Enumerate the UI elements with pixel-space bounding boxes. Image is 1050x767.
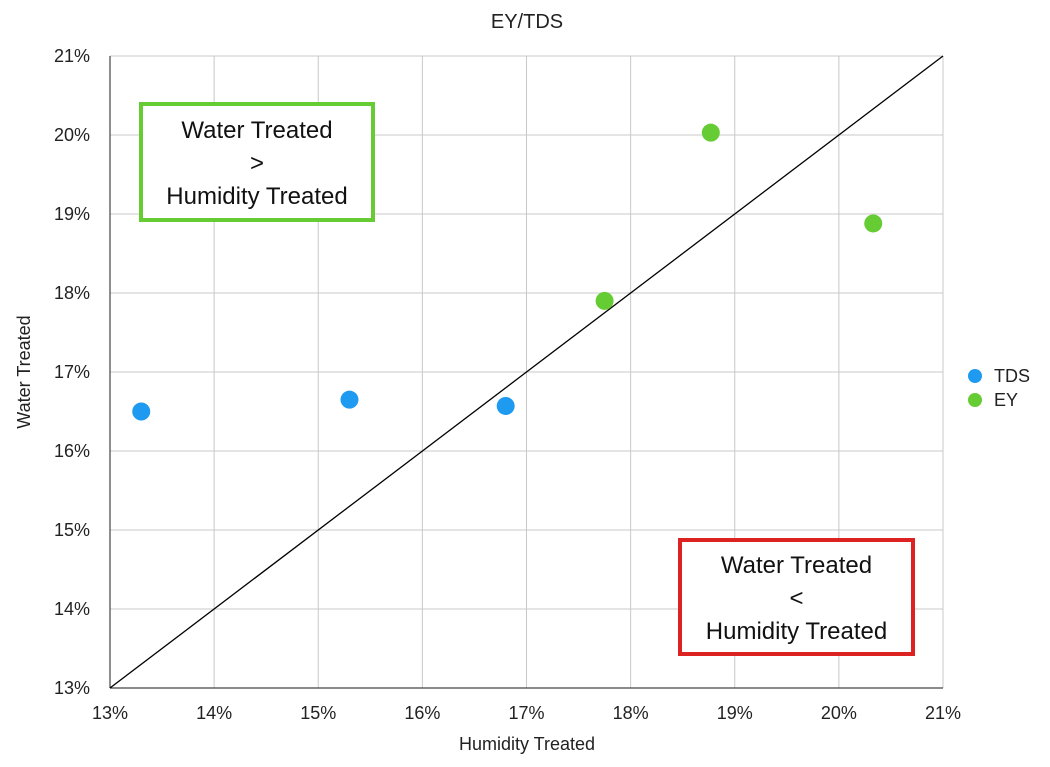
chart-title: EY/TDS	[491, 11, 563, 33]
annotation-upper: Water Treated > Humidity Treated	[139, 102, 375, 222]
annotation-box	[678, 538, 915, 656]
legend-label-ey: EY	[994, 390, 1018, 410]
data-point-ey	[864, 214, 883, 233]
y-tick-labels: 13% 14% 15% 16% 17% 18% 19% 20% 21%	[54, 46, 90, 698]
y-axis-label: Water Treated	[14, 315, 34, 428]
identity-line	[109, 55, 944, 689]
data-point-tds	[132, 402, 151, 421]
x-tick-label: 19%	[717, 703, 753, 723]
legend-marker-ey	[968, 393, 982, 407]
y-tick-label: 13%	[54, 678, 90, 698]
y-tick-label: 20%	[54, 125, 90, 145]
x-tick-label: 14%	[196, 703, 232, 723]
y-tick-label: 18%	[54, 283, 90, 303]
x-tick-label: 18%	[613, 703, 649, 723]
legend-label-tds: TDS	[994, 366, 1030, 386]
x-tick-label: 16%	[404, 703, 440, 723]
data-points	[132, 123, 883, 421]
annotation-text: Water Treated	[181, 117, 332, 144]
y-tick-label: 19%	[54, 204, 90, 224]
x-tick-labels: 13% 14% 15% 16% 17% 18% 19% 20% 21%	[92, 703, 961, 723]
annotation-text: <	[789, 585, 803, 612]
annotation-text: Humidity Treated	[166, 183, 347, 210]
data-point-tds	[496, 396, 515, 415]
annotation-box	[139, 102, 375, 222]
data-point-tds	[340, 390, 359, 409]
annotation-text: Water Treated	[721, 552, 872, 579]
y-tick-label: 14%	[54, 599, 90, 619]
y-tick-label: 16%	[54, 441, 90, 461]
data-point-ey	[595, 291, 614, 310]
x-tick-label: 15%	[300, 703, 336, 723]
x-tick-label: 21%	[925, 703, 961, 723]
y-tick-label: 15%	[54, 520, 90, 540]
x-tick-label: 17%	[508, 703, 544, 723]
annotation-lower: Water Treated < Humidity Treated	[678, 538, 915, 656]
x-tick-label: 20%	[821, 703, 857, 723]
annotation-text: Humidity Treated	[706, 618, 887, 645]
annotation-text: >	[250, 150, 264, 177]
legend-marker-tds	[968, 369, 982, 383]
y-tick-label: 21%	[54, 46, 90, 66]
y-tick-label: 17%	[54, 362, 90, 382]
x-tick-label: 13%	[92, 703, 128, 723]
reference-line	[109, 55, 944, 689]
legend: TDS EY	[968, 366, 1030, 410]
data-point-ey	[701, 123, 720, 142]
x-axis-label: Humidity Treated	[459, 734, 595, 754]
